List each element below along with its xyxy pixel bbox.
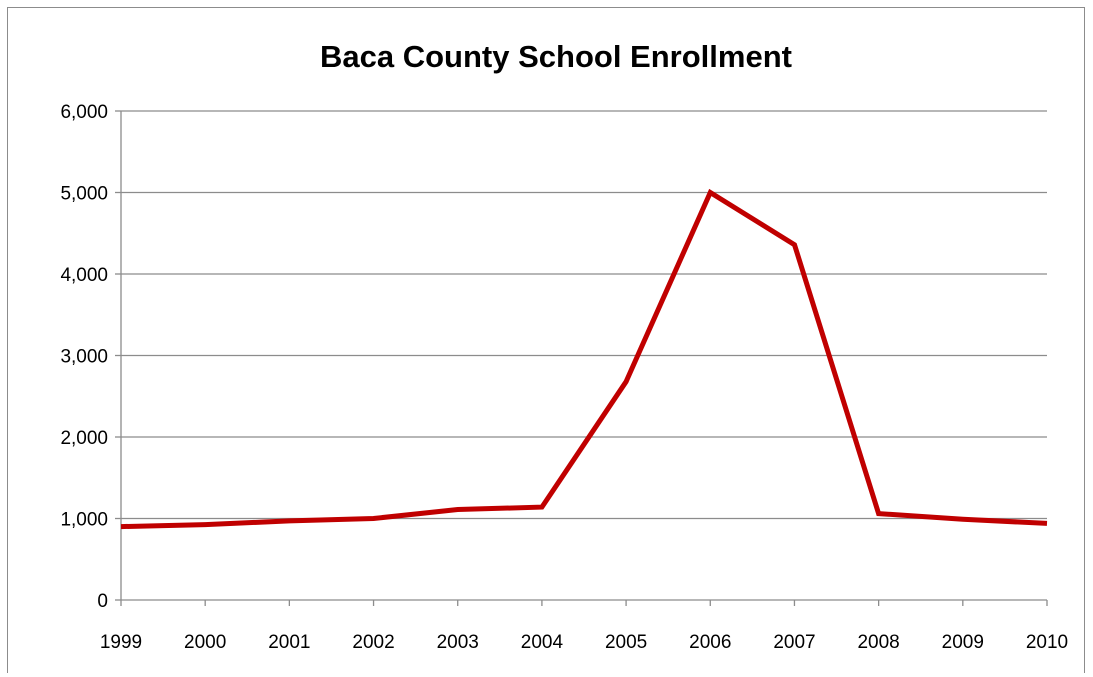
- series: [120, 188, 1048, 530]
- axes: [115, 110, 1048, 606]
- y-tick-label: 5,000: [60, 184, 108, 205]
- x-tick-label-2007: 2007: [773, 632, 815, 653]
- chart-title: Baca County School Enrollment: [320, 39, 792, 74]
- gridlines: [121, 110, 1047, 520]
- series-line-0: [120, 188, 1048, 530]
- x-tick-label-2002: 2002: [352, 632, 394, 653]
- x-tick-label-2000: 2000: [184, 632, 226, 653]
- x-tick-label-2008: 2008: [857, 632, 899, 653]
- x-tick-label-2009: 2009: [942, 632, 984, 653]
- y-tick-label: 6,000: [60, 102, 108, 123]
- y-tick-labels: 0 1,000 2,000 3,000 4,000 5,000 6,000: [60, 102, 108, 612]
- y-tick-label: 2,000: [60, 428, 108, 449]
- x-tick-label-2006: 2006: [689, 632, 731, 653]
- y-tick-label: 3,000: [60, 347, 108, 368]
- x-tick-label-2001: 2001: [268, 632, 310, 653]
- chart-frame: [7, 7, 1085, 673]
- x-tick-label-2003: 2003: [437, 632, 479, 653]
- x-tick-label-1999: 1999: [100, 632, 142, 653]
- x-tick-label-2004: 2004: [521, 632, 564, 653]
- y-tick-label: 1,000: [60, 510, 108, 531]
- y-tick-label: 0: [97, 591, 108, 612]
- x-tick-label-2010: 2010: [1026, 632, 1068, 653]
- x-tick-labels: 1999 2000 2001 2002 2003 2004 2005 2006 2007 2008…: [100, 632, 1068, 653]
- y-tick-label: 4,000: [60, 265, 108, 286]
- x-tick-label-2005: 2005: [605, 632, 647, 653]
